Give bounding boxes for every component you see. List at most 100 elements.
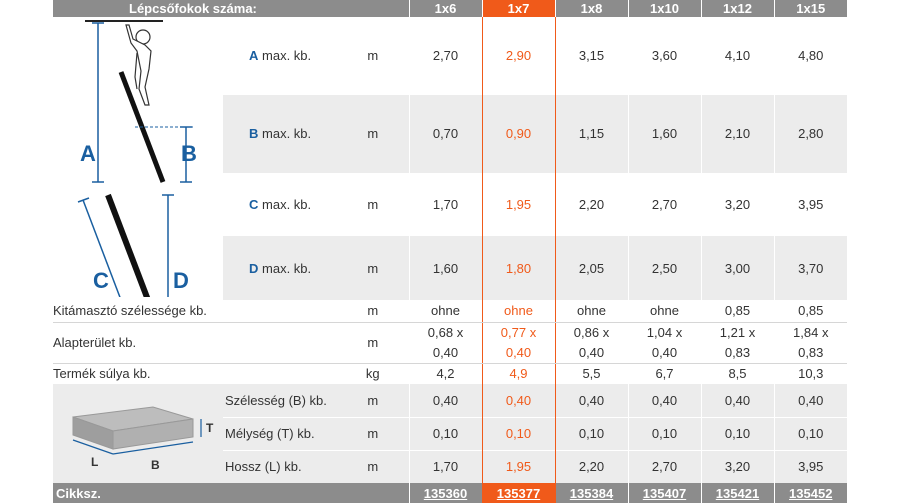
value: 2,70 xyxy=(627,449,701,483)
col-header: 1x15 xyxy=(773,0,847,17)
value-highlight: 0,40 xyxy=(481,384,556,417)
value: 4,10 xyxy=(700,17,774,95)
article-link[interactable]: 135384 xyxy=(554,483,628,503)
value: 3,70 xyxy=(773,236,847,300)
value: 3,95 xyxy=(773,172,847,237)
value-highlight: 0,90 xyxy=(481,94,556,173)
value: 10,3 xyxy=(773,363,847,384)
label-text: max. kb. xyxy=(262,48,312,64)
value-highlight: 2,90 xyxy=(481,17,556,95)
col-header: 1x6 xyxy=(408,0,482,17)
value-top: 1,21 x xyxy=(719,324,756,340)
value: 1,60 xyxy=(408,236,482,300)
dim-a-label: A xyxy=(80,141,96,166)
unit: m xyxy=(337,449,409,483)
unit: m xyxy=(367,48,379,64)
dim-l-line xyxy=(72,439,114,455)
value: 1,15 xyxy=(554,94,628,173)
value: 0,40 xyxy=(627,384,701,417)
row-label-d: D max. kb. xyxy=(223,236,337,300)
value-highlight: 1,95 xyxy=(481,449,556,483)
steps-header: Lépcsőfokok száma: xyxy=(53,0,409,17)
value: 1,84 x 0,83 xyxy=(773,322,847,364)
value: 2,10 xyxy=(700,94,774,173)
value: 4,2 xyxy=(408,363,482,384)
value-top: 0,86 x xyxy=(573,324,610,340)
label-text: max. kb. xyxy=(262,126,312,142)
value-top: 0,77 x xyxy=(500,324,537,340)
value: 0,70 xyxy=(408,94,482,173)
article-number-label: Cikksz. xyxy=(53,483,409,503)
article-link[interactable]: 135421 xyxy=(700,483,774,503)
value: ohne xyxy=(554,300,628,323)
col-header: 1x12 xyxy=(700,0,774,17)
value: 2,50 xyxy=(627,236,701,300)
ladder-diagram: A B C D xyxy=(77,20,197,302)
letter-d: D xyxy=(249,260,259,276)
value: 0,40 xyxy=(554,384,628,417)
row-label-support: Kitámasztó szélessége kb. xyxy=(53,300,337,323)
row-b: B max. kb. m 0,70 0,90 1,15 1,60 2,10 2,… xyxy=(53,94,847,173)
value: 0,10 xyxy=(627,416,701,450)
dim-t-label: T xyxy=(206,421,214,435)
value: 0,10 xyxy=(700,416,774,450)
row-area: Alapterület kb. m 0,68 x 0,40 0,77 x 0,40 … xyxy=(53,322,847,364)
value: ohne xyxy=(408,300,482,323)
row-label-b: B max. kb. xyxy=(223,94,337,173)
row-package-length: Hossz (L) kb. m 1,70 1,95 2,20 2,70 3,20… xyxy=(53,449,847,483)
value: 1,60 xyxy=(627,94,701,173)
dim-d-label: D xyxy=(173,268,189,293)
row-support: Kitámasztó szélessége kb. m ohne ohne oh… xyxy=(53,300,847,323)
row-d: D max. kb. m 1,60 1,80 2,05 2,50 3,00 3,… xyxy=(53,236,847,300)
unit: m xyxy=(337,236,409,300)
value: 2,05 xyxy=(554,236,628,300)
header-row: Lépcsőfokok száma: 1x6 1x7 1x8 1x10 1x12… xyxy=(53,0,847,17)
letter-b: B xyxy=(249,126,259,142)
row-label-package-depth: Mélység (T) kb. xyxy=(223,416,337,450)
article-link-highlight[interactable]: 135377 xyxy=(481,483,556,503)
unit: m xyxy=(337,94,409,173)
value-highlight: 4,9 xyxy=(481,363,556,384)
value: 1,21 x 0,83 xyxy=(700,322,774,364)
value: 2,80 xyxy=(773,94,847,173)
label-text: max. kb. xyxy=(262,196,312,212)
value-bottom: 0,40 xyxy=(578,344,605,360)
value: 6,7 xyxy=(627,363,701,384)
unit: m xyxy=(367,196,379,212)
letter-c: C xyxy=(249,196,259,212)
value-bottom: 0,40 xyxy=(505,344,532,360)
value-highlight: ohne xyxy=(481,300,556,323)
value: 0,40 xyxy=(773,384,847,417)
value: 2,20 xyxy=(554,172,628,237)
value-bottom: 0,83 xyxy=(724,344,751,360)
article-link[interactable]: 135452 xyxy=(773,483,847,503)
article-link[interactable]: 135407 xyxy=(627,483,701,503)
value: 0,85 xyxy=(773,300,847,323)
row-label-package-length: Hossz (L) kb. xyxy=(223,449,337,483)
value: 0,40 xyxy=(700,384,774,417)
value: 1,70 xyxy=(408,449,482,483)
unit: m xyxy=(337,322,409,364)
row-a: A B C D A max. kb. m 2,70 2,90 3,15 xyxy=(53,17,847,302)
value: 3,20 xyxy=(700,172,774,237)
person-figure xyxy=(125,24,152,106)
col-header-highlight: 1x7 xyxy=(481,0,555,17)
letter-a: A xyxy=(249,48,259,64)
value: 5,5 xyxy=(554,363,628,384)
ladder-diagram-cell: A B C D xyxy=(53,17,223,302)
row-weight: Termék súlya kb. kg 4,2 4,9 5,5 6,7 8,5 … xyxy=(53,363,847,384)
value: 0,10 xyxy=(408,416,482,450)
article-link[interactable]: 135360 xyxy=(408,483,482,503)
unit: kg xyxy=(365,366,380,382)
value-top: 1,04 x xyxy=(646,324,683,340)
value: 0,40 xyxy=(408,384,482,417)
value-highlight: 1,80 xyxy=(481,236,556,300)
unit: m xyxy=(337,384,409,417)
value: 8,5 xyxy=(700,363,774,384)
value: 0,68 x 0,40 xyxy=(408,322,482,364)
value-top: 1,84 x xyxy=(793,324,829,340)
dim-b-label: B xyxy=(181,141,197,166)
value: 1,04 x 0,40 xyxy=(627,322,701,364)
unit: m xyxy=(337,300,409,323)
box-side xyxy=(112,418,194,450)
